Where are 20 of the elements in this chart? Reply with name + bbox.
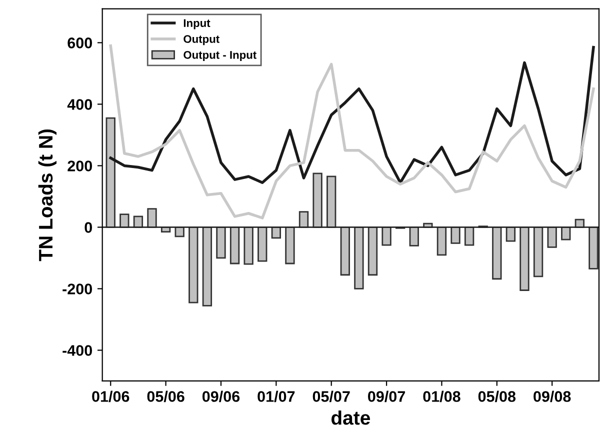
legend-label: Input: [184, 19, 210, 30]
y-tick-label: -200: [62, 284, 92, 294]
x-tick-label: 05/07: [312, 390, 350, 402]
x-tick-label: 05/06: [147, 390, 184, 402]
legend-label: Output - Input: [184, 50, 256, 62]
x-tick-label: 09/07: [368, 390, 405, 402]
x-tick-label: 01/08: [423, 390, 460, 402]
x-tick-label: 01/07: [258, 390, 295, 402]
x-axis-title: date: [331, 410, 370, 425]
x-tick-label: 09/08: [534, 390, 571, 402]
x-tick-label: 05/08: [478, 390, 516, 402]
x-tick-label: 01/06: [92, 390, 130, 402]
y-tick-label: 600: [68, 38, 92, 48]
legend-label: Output: [184, 35, 220, 46]
y-tick-label: 200: [68, 160, 92, 172]
y-tick-label: 0: [84, 222, 92, 233]
y-axis-title: TN Loads (t N): [38, 129, 56, 262]
y-tick-label: -400: [62, 345, 92, 356]
y-tick-label: 400: [67, 99, 92, 110]
x-tick-label: 09/06: [202, 390, 240, 402]
